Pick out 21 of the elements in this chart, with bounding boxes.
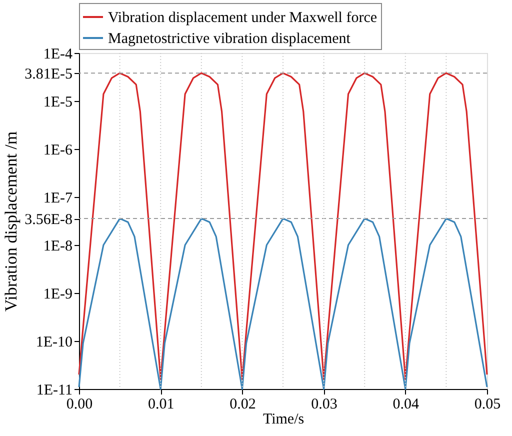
y-tick-label: 1E-8 — [43, 238, 72, 254]
legend-label: Vibration displacement under Maxwell force — [108, 10, 378, 26]
y-tick-label: 1E-10 — [36, 334, 72, 350]
y-tick-label: 1E-6 — [43, 142, 73, 158]
x-tick-label: 0.01 — [148, 396, 174, 412]
y-tick-label: 3.56E-8 — [24, 212, 72, 228]
x-tick-label: 0.00 — [66, 396, 93, 412]
y-axis-title: Vibration displacement /m — [2, 131, 21, 312]
y-tick-label: 1E-7 — [43, 190, 73, 206]
line-series — [78, 72, 488, 380]
y-tick-label: 3.81E-5 — [24, 66, 72, 83]
x-tick-label: 0.02 — [230, 396, 256, 412]
legend-label: Magnetostrictive vibration displacement — [108, 31, 352, 47]
x-tick-label: 0.03 — [311, 396, 338, 412]
y-tick-label: 1E-5 — [43, 94, 72, 110]
x-axis-title: Time/s — [262, 412, 304, 428]
y-tick-label: 1E-4 — [43, 46, 73, 62]
x-tick-label: 0.04 — [392, 396, 420, 412]
x-tick-label: 0.05 — [474, 396, 501, 412]
y-tick-label: 1E-9 — [43, 286, 72, 302]
y-tick-label: 1E-11 — [36, 382, 72, 398]
